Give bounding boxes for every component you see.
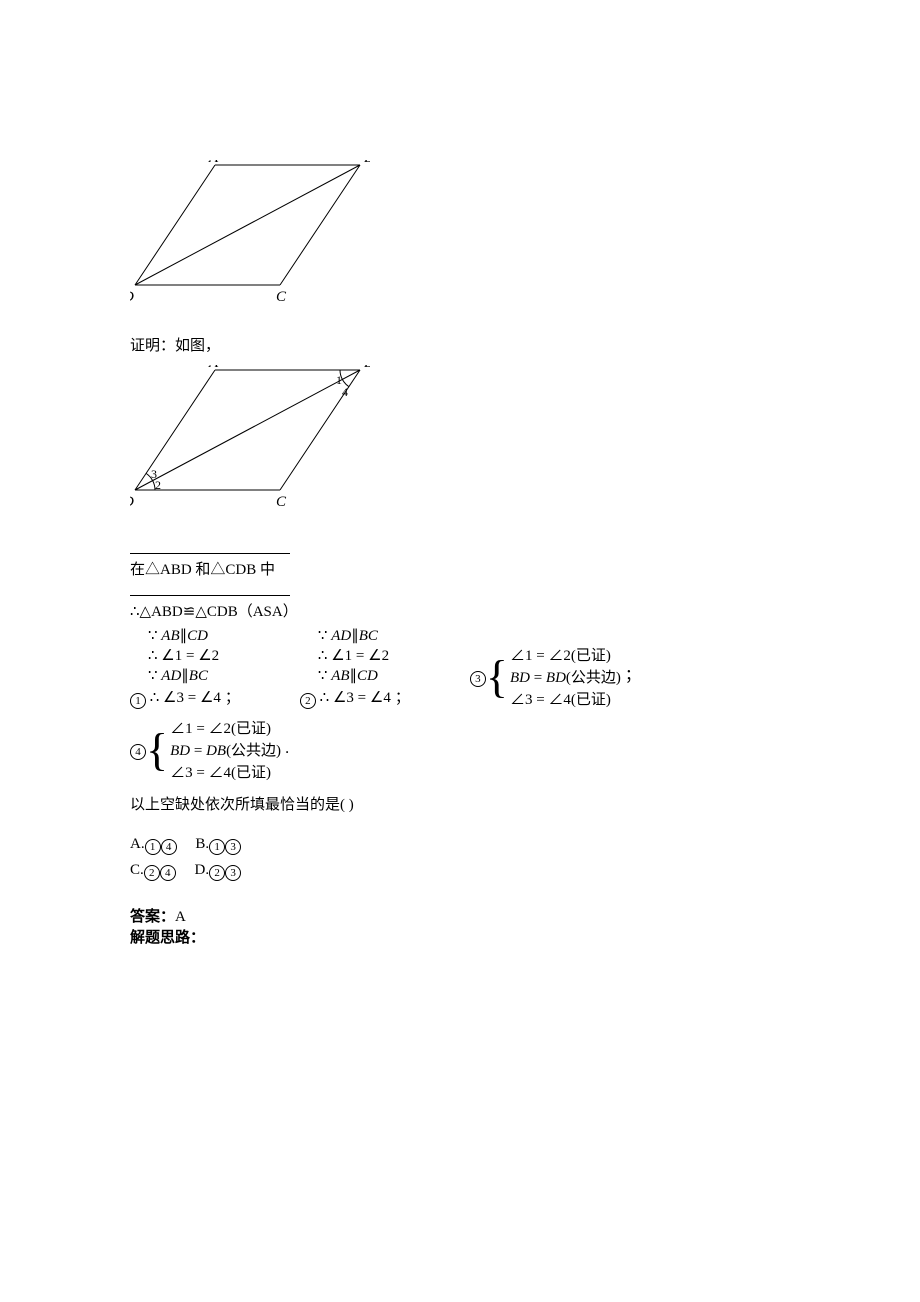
proof-statement-2: ∴△ABD≌△CDB（ASA） (130, 600, 790, 621)
circled-num-icon: 2 (300, 693, 316, 709)
svg-text:4: 4 (342, 385, 348, 399)
proof-intro: 证明：如图， (130, 334, 790, 355)
left-brace-icon: { (486, 657, 508, 697)
option-math-line: ∵ AD∥BC (148, 666, 240, 685)
option-tail: ； (625, 667, 641, 684)
circled-num-icon: 1 (130, 693, 146, 709)
choices: A.14 B.13 C.24 D.23 (130, 832, 790, 883)
options-row-2: 4{∠1 = ∠2(已证)BD = DB(公共边)∠3 = ∠4(已证). (130, 716, 790, 783)
choice-a: A.14 (130, 836, 177, 852)
blank-line-2 (130, 581, 290, 596)
circled-num-icon: 2 (144, 865, 160, 881)
choice-c: C.24 (130, 862, 176, 878)
parallelogram-figure-1: A B C D (130, 160, 370, 310)
svg-text:2: 2 (155, 478, 161, 492)
explain-line: 解题思路： (130, 926, 790, 947)
svg-text:B: B (364, 365, 370, 371)
option-1: ∵ AB∥CD∴ ∠1 = ∠2∵ AD∥BC1 ∴ ∠3 = ∠4； (130, 625, 240, 710)
circled-num-icon: 3 (470, 671, 486, 687)
circled-num-icon: 4 (160, 865, 176, 881)
circled-num-icon: 4 (161, 839, 177, 855)
svg-text:A: A (208, 160, 219, 166)
blank-line-1 (130, 539, 290, 554)
option-3: 3{∠1 = ∠2(已证)BD = BD(公共边)∠3 = ∠4(已证)； (470, 643, 641, 710)
svg-text:C: C (276, 289, 287, 305)
brace-line: BD = BD(公共边) (510, 666, 621, 687)
option-math-line: ∴ ∠1 = ∠2 (318, 646, 410, 665)
brace-line: BD = DB(公共边) (170, 739, 281, 760)
circled-num-icon: 2 (209, 865, 225, 881)
circled-num-icon: 3 (225, 865, 241, 881)
option-math-line: ∵ AB∥CD (318, 666, 410, 685)
choice-d: D.23 (195, 862, 242, 878)
page: ABCD 证明：如图， ABCD1432 在△ABD 和△CDB 中 ∴△ABD… (0, 0, 920, 1007)
svg-text:D: D (130, 494, 134, 510)
proof-statement-1: 在△ABD 和△CDB 中 (130, 558, 790, 579)
figure-2: ABCD1432 (130, 365, 790, 515)
figure-1: A B C D (130, 160, 790, 310)
left-brace-icon: { (146, 730, 168, 770)
option-math-line: ∵ AD∥BC (318, 626, 410, 645)
answer-label: 答案： (130, 909, 175, 925)
answer-line: 答案：A (130, 905, 790, 926)
brace-line: ∠3 = ∠4(已证) (170, 761, 281, 782)
brace-line: ∠1 = ∠2(已证) (510, 644, 621, 665)
option-math-line: 1 ∴ ∠3 = ∠4； (130, 686, 240, 709)
option-brace-group: 4{∠1 = ∠2(已证)BD = DB(公共边)∠3 = ∠4(已证). (130, 716, 289, 783)
option-tail: . (285, 740, 289, 757)
answer-value: A (175, 909, 186, 925)
question-text: 以上空缺处依次所填最恰当的是( ) (130, 793, 790, 814)
brace-line: ∠3 = ∠4(已证) (510, 688, 621, 709)
option-4: 4{∠1 = ∠2(已证)BD = DB(公共边)∠3 = ∠4(已证). (130, 716, 289, 783)
circled-num-icon: 1 (209, 839, 225, 855)
circled-num-icon: 4 (130, 744, 146, 760)
option-2: ∵ AD∥BC∴ ∠1 = ∠2∵ AB∥CD2 ∴ ∠3 = ∠4； (300, 625, 410, 710)
option-math-line: 2 ∴ ∠3 = ∠4； (300, 686, 410, 709)
svg-text:D: D (130, 289, 134, 305)
svg-text:B: B (364, 160, 370, 166)
option-math-line: ∵ AB∥CD (148, 626, 240, 645)
option-math-line: ∴ ∠1 = ∠2 (148, 646, 240, 665)
choice-b: B.13 (195, 836, 241, 852)
option-brace-group: 3{∠1 = ∠2(已证)BD = BD(公共边)∠3 = ∠4(已证)； (470, 643, 641, 710)
brace-line: ∠1 = ∠2(已证) (170, 717, 281, 738)
explain-label: 解题思路： (130, 930, 205, 946)
svg-text:C: C (276, 494, 287, 510)
options-row-1: ∵ AB∥CD∴ ∠1 = ∠2∵ AD∥BC1 ∴ ∠3 = ∠4； ∵ AD… (130, 625, 790, 710)
circled-num-icon: 1 (145, 839, 161, 855)
circled-num-icon: 3 (225, 839, 241, 855)
svg-text:A: A (208, 365, 219, 371)
parallelogram-figure-2: ABCD1432 (130, 365, 370, 515)
